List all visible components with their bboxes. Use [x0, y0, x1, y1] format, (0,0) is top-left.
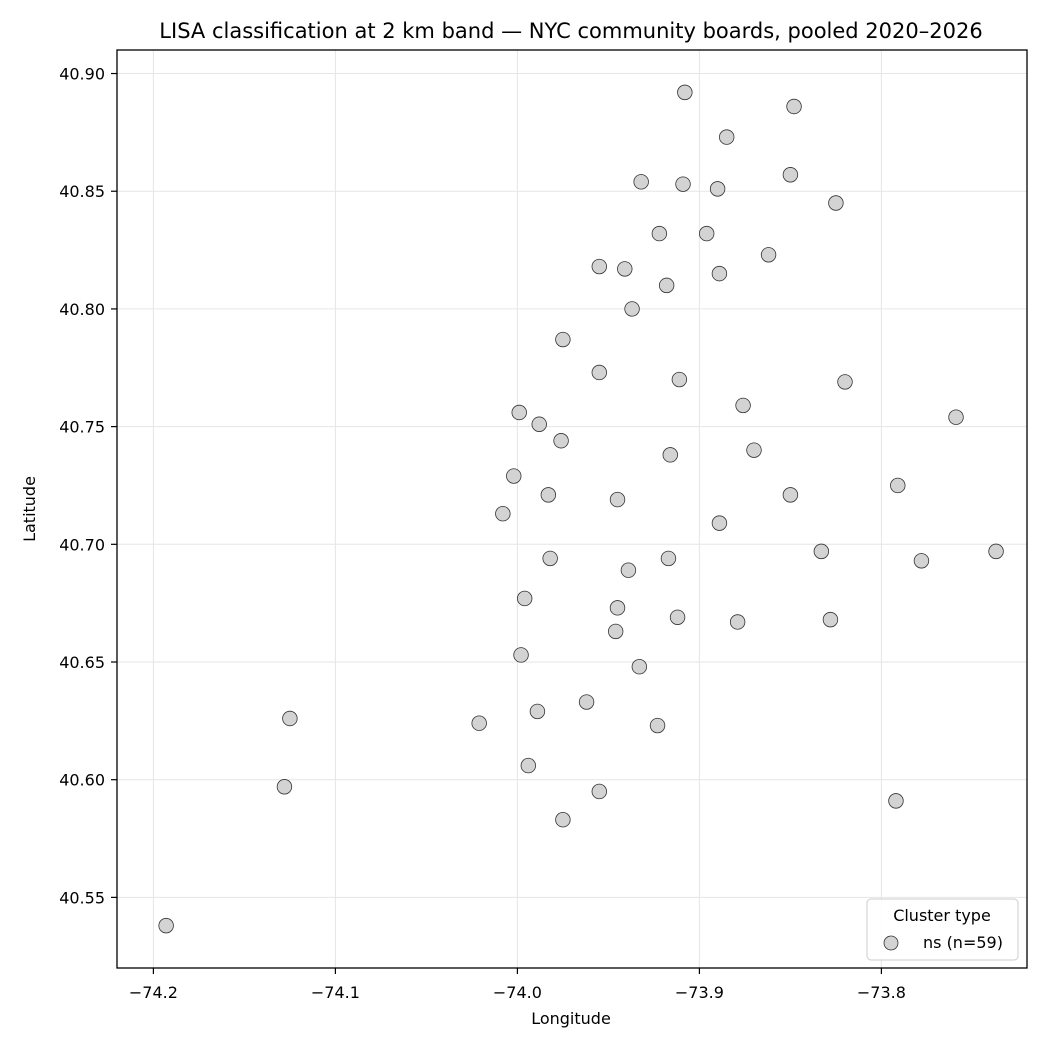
data-point	[506, 468, 522, 484]
data-point	[633, 174, 649, 190]
data-point	[531, 416, 547, 432]
data-point	[282, 710, 298, 727]
y-tick-label: 40.75	[59, 418, 105, 437]
data-point	[649, 717, 666, 734]
data-point	[729, 614, 746, 630]
data-point	[828, 195, 844, 211]
data-point	[837, 374, 853, 390]
data-point	[591, 364, 608, 381]
data-point	[890, 477, 906, 494]
y-tick-label: 40.80	[59, 300, 105, 319]
data-point	[651, 225, 668, 242]
data-point	[631, 659, 648, 675]
data-point	[746, 442, 762, 458]
y-tick-label: 40.70	[59, 535, 105, 554]
data-point	[677, 84, 693, 101]
legend-marker	[883, 935, 899, 951]
data-point	[276, 779, 293, 795]
data-point	[662, 447, 678, 463]
data-point	[948, 409, 964, 425]
data-point	[555, 812, 571, 828]
plot-frame	[116, 49, 1028, 969]
data-point	[624, 301, 640, 317]
y-axis-label: Latitude	[20, 476, 39, 542]
y-axis-ticks: 40.55 40.60 40.65 40.70 40.75 40.80 40.85 40.90	[59, 65, 117, 907]
data-point	[578, 694, 595, 710]
data-point	[471, 715, 487, 731]
data-point	[511, 404, 527, 421]
data-point	[609, 491, 626, 508]
data-point	[711, 265, 728, 282]
data-point	[529, 703, 546, 720]
data-point	[760, 247, 777, 263]
data-point	[988, 543, 1004, 560]
data-point	[913, 553, 930, 569]
x-axis-label: Longitude	[531, 1009, 611, 1028]
y-tick-label: 40.90	[59, 65, 105, 84]
data-point	[607, 623, 624, 640]
y-tick-label: 40.65	[59, 653, 105, 672]
data-point	[555, 331, 571, 348]
y-tick-label: 40.60	[59, 771, 105, 790]
data-point	[495, 506, 511, 522]
data-point	[711, 515, 728, 531]
legend-entry-label: ns (n=59)	[923, 933, 1003, 952]
data-point	[813, 543, 830, 560]
legend-title: Cluster type	[893, 906, 991, 925]
data-point	[658, 277, 675, 294]
x-tick-label: −73.8	[857, 983, 906, 1002]
data-point	[782, 167, 799, 183]
data-point	[609, 600, 626, 616]
grid-lines	[117, 50, 1027, 968]
data-point	[591, 258, 608, 275]
chart-title: LISA classification at 2 km band — NYC c…	[159, 19, 982, 43]
data-point	[520, 757, 537, 774]
data-point	[660, 550, 677, 567]
data-point	[617, 261, 633, 277]
data-point	[822, 611, 839, 628]
data-point	[669, 609, 686, 625]
data-point	[513, 647, 529, 663]
data-point	[591, 783, 608, 800]
data-point	[671, 371, 688, 388]
data-point	[516, 590, 533, 607]
data-point	[735, 397, 751, 414]
y-tick-label: 40.55	[59, 888, 105, 907]
x-axis-ticks: −74.2 −74.1 −74.0 −73.9 −73.8	[129, 968, 906, 1002]
data-point	[786, 98, 802, 115]
data-point	[709, 181, 726, 197]
x-tick-label: −74.2	[129, 983, 178, 1002]
data-point	[675, 176, 691, 192]
data-point	[719, 129, 735, 145]
data-point	[542, 550, 558, 567]
data-point	[782, 487, 799, 503]
data-point	[620, 562, 637, 578]
data-point	[698, 225, 715, 242]
x-tick-label: −74.1	[311, 983, 360, 1002]
legend: Cluster type ns (n=59)	[866, 898, 1019, 961]
data-point	[553, 433, 569, 449]
data-points	[158, 84, 1004, 934]
data-point	[158, 917, 174, 934]
data-point	[888, 793, 904, 809]
y-tick-label: 40.85	[59, 182, 105, 201]
legend-box	[866, 898, 1019, 961]
data-point	[540, 487, 557, 503]
x-tick-label: −74.0	[493, 983, 542, 1002]
x-tick-label: −73.9	[675, 983, 724, 1002]
